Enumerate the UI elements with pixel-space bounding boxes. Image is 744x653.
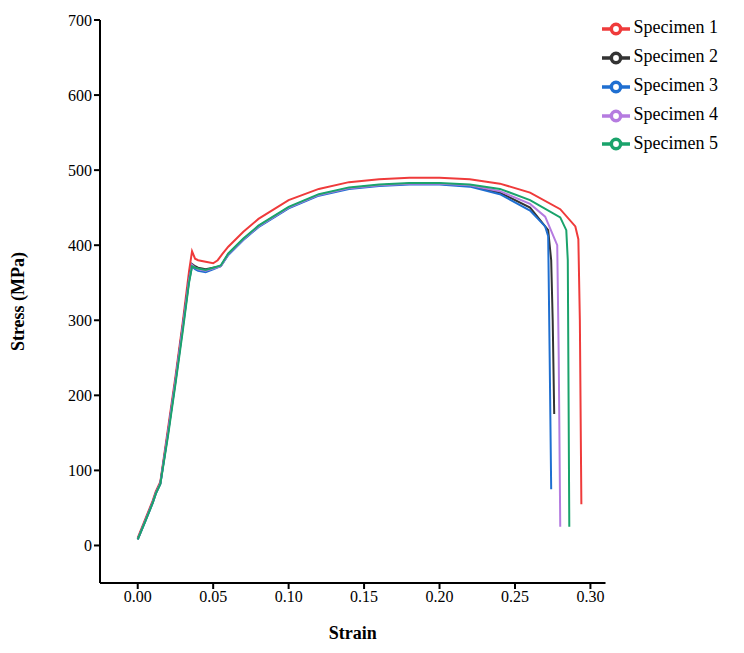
svg-text:700: 700 bbox=[68, 12, 92, 29]
html-text:Specimen 1: Specimen 1 bbox=[633, 17, 718, 37]
svg-text:500: 500 bbox=[68, 162, 92, 179]
html-text:Specimen 2: Specimen 2 bbox=[633, 45, 718, 66]
svg-text:0.30: 0.30 bbox=[576, 588, 604, 605]
html-text:Specimen 3: Specimen 3 bbox=[633, 74, 718, 95]
svg-text:0.15: 0.15 bbox=[350, 588, 378, 605]
svg-text:0.05: 0.05 bbox=[199, 588, 227, 605]
svg-text:600: 600 bbox=[68, 87, 92, 104]
html-text:Specimen 4: Specimen 4 bbox=[633, 103, 718, 124]
svg-text:200: 200 bbox=[68, 387, 92, 404]
svg-text:Strain: Strain bbox=[329, 623, 377, 643]
svg-text:0.20: 0.20 bbox=[426, 588, 454, 605]
html-text:Specimen 5: Specimen 5 bbox=[633, 132, 718, 153]
svg-text:300: 300 bbox=[68, 312, 92, 329]
svg-text:0.25: 0.25 bbox=[501, 588, 529, 605]
svg-text:0.00: 0.00 bbox=[124, 588, 152, 605]
svg-text:400: 400 bbox=[68, 237, 92, 254]
svg-text:Stress (MPa): Stress (MPa) bbox=[8, 252, 29, 351]
svg-text:0: 0 bbox=[84, 537, 92, 554]
svg-text:0.10: 0.10 bbox=[275, 588, 303, 605]
svg-text:100: 100 bbox=[68, 462, 92, 479]
